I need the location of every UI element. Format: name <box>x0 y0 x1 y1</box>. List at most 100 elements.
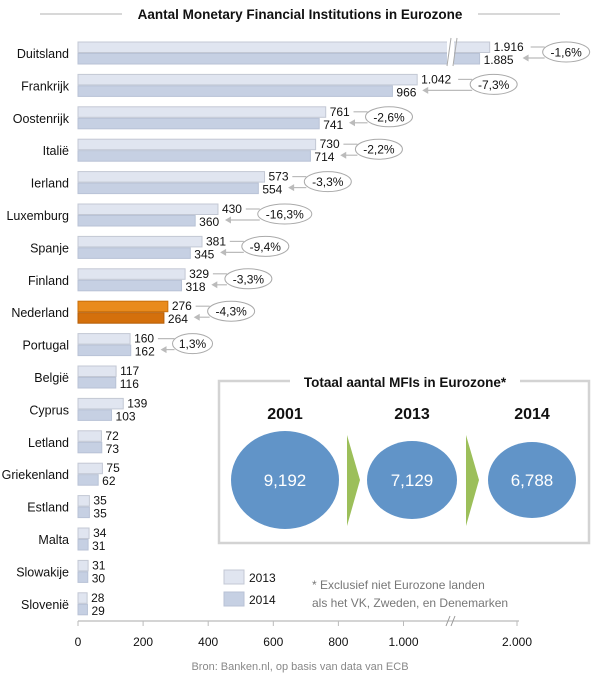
inset-arrow-icon <box>347 435 360 526</box>
value-label-2013: 573 <box>269 170 289 184</box>
change-arrow-icon <box>193 313 200 321</box>
bar-2014 <box>77 344 132 357</box>
value-label-2014: 29 <box>91 604 105 618</box>
bar-2013 <box>77 171 266 183</box>
legend-label-2014: 2014 <box>249 593 276 607</box>
value-label-2014: 35 <box>93 507 107 521</box>
category-label: Malta <box>38 533 69 547</box>
bar-2014 <box>77 53 481 65</box>
source-note: Bron: Banken.nl, op basis van data van E… <box>191 661 408 673</box>
category-label: Griekenland <box>2 468 69 482</box>
x-tick-label: 800 <box>328 635 348 649</box>
inset-arrow-icon <box>466 435 479 526</box>
inset-title-bg <box>290 372 520 390</box>
change-arrow-icon <box>348 119 355 127</box>
change-arrow-icon <box>422 86 429 94</box>
value-label-2014: 318 <box>186 280 206 294</box>
value-label-2014: 73 <box>106 442 120 456</box>
category-label: Slowakije <box>16 565 69 579</box>
bar-2014 <box>77 279 183 292</box>
inset-year: 2013 <box>394 406 430 423</box>
footnote: als het VK, Zweden, en Denemarken <box>312 596 508 610</box>
bar-2013 <box>77 235 203 248</box>
category-label: Luxemburg <box>6 209 69 223</box>
inset-title: Totaal aantal MFIs in Eurozone* <box>304 375 507 390</box>
category-label: Estland <box>27 501 69 515</box>
value-label-2013: 160 <box>134 332 154 346</box>
value-label-2013: 381 <box>206 234 226 248</box>
change-label: -9,4% <box>250 240 282 254</box>
axis-break-mark <box>446 37 452 67</box>
value-label-2014: 103 <box>116 409 136 423</box>
change-pill <box>542 41 591 63</box>
value-label-2013: 31 <box>92 558 106 572</box>
bar-2013 <box>77 73 418 86</box>
bar-2014 <box>77 603 88 616</box>
bar-2013 <box>77 495 90 507</box>
x-tick-label: 400 <box>198 635 218 649</box>
change-label: -16,3% <box>266 208 304 222</box>
value-label-2014: 264 <box>168 312 188 326</box>
bar-2014 <box>77 441 103 454</box>
bar-2014 <box>77 409 113 421</box>
inset-bubble <box>367 441 457 519</box>
bar-2014 <box>77 85 393 97</box>
value-label-2013: 35 <box>93 494 107 508</box>
change-arrow-icon <box>288 184 295 192</box>
change-pill <box>241 235 290 257</box>
bar-2013 <box>77 430 102 442</box>
inset-value: 7,129 <box>391 471 434 490</box>
bar-2014 <box>77 215 196 227</box>
value-label-2014: 345 <box>194 247 214 261</box>
x-tick-label: 2.000 <box>502 635 532 649</box>
change-pill <box>354 138 403 160</box>
bar-2014 <box>77 539 89 551</box>
category-label: Italië <box>43 144 69 158</box>
change-arrow-icon <box>522 54 529 62</box>
legend-swatch-2013 <box>223 569 245 585</box>
change-arrow-icon <box>224 216 231 224</box>
axis-break-mark <box>445 615 451 627</box>
category-label: België <box>34 371 69 385</box>
category-label: Letland <box>28 436 69 450</box>
bar-2013 <box>77 268 186 280</box>
bar-2013 <box>77 106 327 118</box>
value-label-2013: 329 <box>189 267 209 281</box>
value-label-2014: 62 <box>102 474 116 488</box>
inset-bubble <box>231 431 339 529</box>
inset-year: 2014 <box>514 406 550 423</box>
bar-2013 <box>77 333 131 345</box>
x-tick-label: 200 <box>133 635 153 649</box>
change-label: -3,3% <box>312 175 344 189</box>
bar-2013 <box>77 527 90 539</box>
value-label-2014: 714 <box>314 150 334 164</box>
value-label-2014: 162 <box>135 345 155 359</box>
category-label: Spanje <box>30 241 69 255</box>
change-arrow-icon <box>340 151 347 159</box>
value-label-2013: 72 <box>105 429 119 443</box>
bar-2013 <box>77 462 103 475</box>
category-label: Oostenrijk <box>13 112 70 126</box>
category-label: Frankrijk <box>21 79 70 93</box>
change-label: -2,6% <box>373 110 405 124</box>
bar-2014 <box>77 182 259 195</box>
category-label: Slovenië <box>21 598 69 612</box>
bar-2013 <box>77 300 169 313</box>
value-label-2013: 117 <box>120 364 139 378</box>
change-arrow-icon <box>160 346 167 354</box>
bar-2014 <box>77 312 165 324</box>
bar-2014 <box>77 474 99 486</box>
legend-label-2013: 2013 <box>249 571 276 585</box>
value-label-2014: 966 <box>396 85 416 99</box>
value-label-2014: 31 <box>92 539 106 553</box>
change-label: -1,6% <box>550 46 582 60</box>
change-pill <box>207 300 256 322</box>
value-label-2014: 116 <box>120 377 139 391</box>
category-label: Ierland <box>31 177 69 191</box>
category-label: Cyprus <box>29 403 69 417</box>
change-pill <box>469 73 518 95</box>
value-label-2014: 1.885 <box>484 53 514 67</box>
bar-2014 <box>77 377 117 389</box>
value-label-2014: 360 <box>199 215 219 229</box>
